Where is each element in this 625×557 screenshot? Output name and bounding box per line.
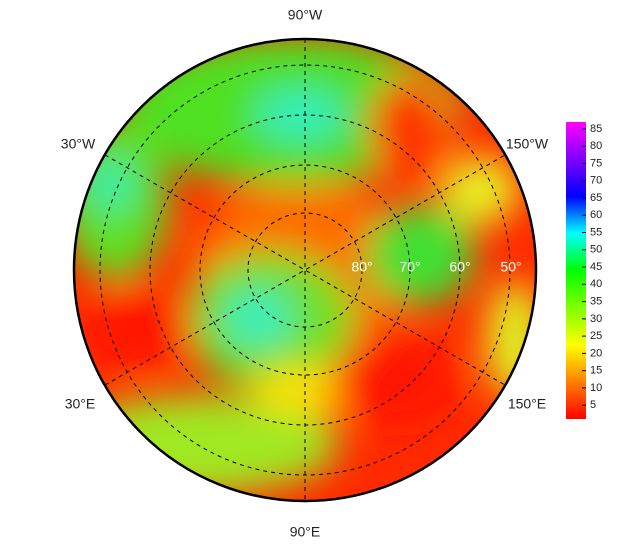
colorbar-tick-label: 65 [590, 192, 602, 204]
colorbar-bar [566, 122, 586, 419]
colorbar-tick-label: 10 [590, 382, 602, 394]
colorbar-tick-label: 50 [590, 244, 602, 256]
colorbar-tick-label: 35 [590, 295, 602, 307]
colorbar-tick-label: 75 [590, 157, 602, 169]
colorbar-tick-label: 30 [590, 313, 602, 325]
colorbar-tick-label: 25 [590, 330, 602, 342]
colorbar-tick-label: 15 [590, 365, 602, 377]
longitude-label: 30°E [65, 396, 96, 412]
longitude-label: 30°W [61, 136, 96, 152]
colorbar-tick-label: 85 [590, 123, 602, 135]
colorbar: 5 10 15 20 25 30 35 40 45 50 55 60 65 70 75 80 85 [566, 122, 602, 419]
map-border [72, 37, 538, 503]
latitude-label: 80° [351, 259, 372, 275]
colorbar-tick-label: 70 [590, 175, 602, 187]
latitude-label: 50° [500, 259, 521, 275]
colorbar-tick-label: 80 [590, 140, 602, 152]
colorbar-tick-label: 40 [590, 278, 602, 290]
colorbar-tick-label: 45 [590, 261, 602, 273]
longitude-label: 150°W [506, 136, 549, 152]
longitude-label: 150°E [508, 396, 546, 412]
longitude-label: 90°E [290, 524, 321, 540]
latitude-label: 70° [399, 259, 420, 275]
field [74, 39, 536, 501]
latitude-label: 60° [449, 259, 470, 275]
graticule [99, 39, 511, 501]
colorbar-tick-label: 5 [590, 399, 596, 411]
colorbar-tick-label: 55 [590, 226, 602, 238]
colorbar-tick-label: 60 [590, 209, 602, 221]
colorbar-tick-label: 20 [590, 347, 602, 359]
longitude-label: 90°W [288, 7, 323, 23]
